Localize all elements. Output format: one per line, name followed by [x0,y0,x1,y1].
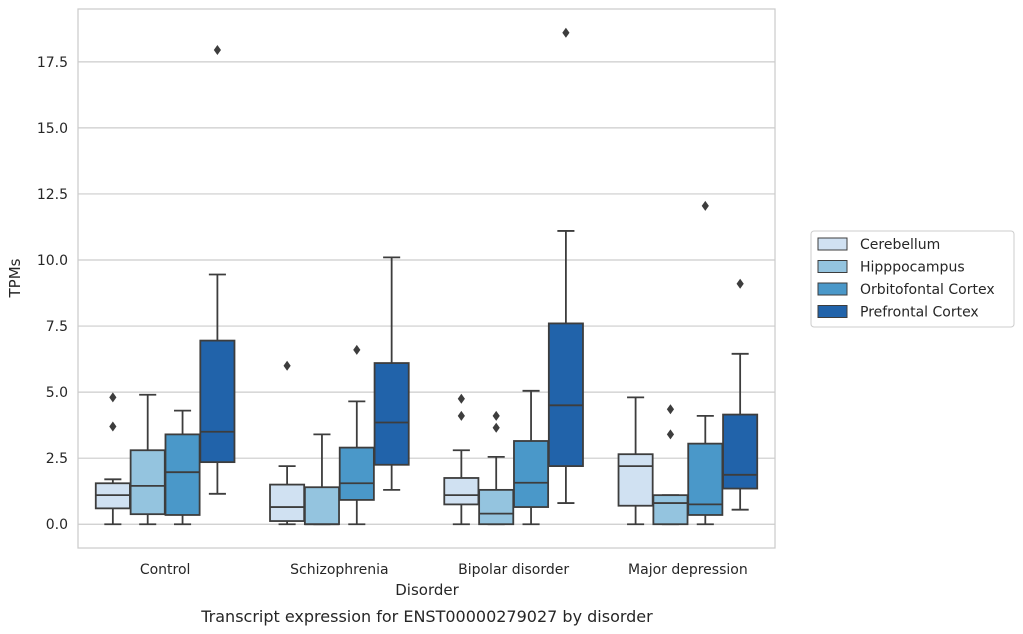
legend-swatch [817,282,848,296]
outlier-point [213,44,221,55]
y-tick-label: 0.0 [46,517,68,533]
figure-caption: Transcript expression for ENST0000027902… [200,607,653,626]
legend-label: Hipppocampus [860,260,965,276]
box [652,494,689,526]
legend-frame [810,230,1015,328]
x-tick-label: Major depression [628,562,748,578]
y-axis-label: TPMs [6,258,24,298]
box [164,433,201,516]
outlier-point [457,410,465,421]
box-group [547,27,584,504]
box-group [269,360,306,526]
box [129,449,166,516]
box-group [722,278,759,511]
outlier-point [666,429,675,440]
box [722,413,759,490]
box-series [94,27,759,526]
y-tick-label: 7.5 [46,319,68,335]
box [617,453,654,507]
box-group [443,393,480,526]
box [547,322,584,467]
box-group [303,433,340,526]
box [443,477,480,506]
outlier-point [666,404,675,415]
legend-swatch [817,237,848,251]
box-group [373,256,410,491]
y-axis-ticks: 0.0 2.5 5.0 7.5 10.0 12.5 15.0 17.5 [37,55,68,533]
box-group [652,404,689,526]
box [373,362,410,466]
y-tick-label: 12.5 [37,187,68,203]
box [199,339,236,464]
box [513,440,550,508]
outlier-point [562,27,570,38]
box-group [617,396,654,526]
outlier-point [457,393,465,404]
y-tick-label: 15.0 [37,121,68,137]
legend-label: Prefrontal Cortex [860,305,979,321]
box-group [338,344,375,526]
outlier-point [109,392,117,403]
box-group [164,409,201,526]
x-axis-label: Disorder [395,581,459,599]
box [478,488,515,526]
box [269,483,306,522]
box-group [478,410,515,526]
y-tick-label: 2.5 [46,451,68,467]
x-tick-label: Bipolar disorder [458,562,569,578]
outlier-point [109,421,117,432]
legend-label: Orbitofontal Cortex [860,282,995,298]
outlier-point [736,278,744,289]
legend: Cerebellum Hipppocampus Orbitofontal Corte… [810,230,1015,328]
legend-swatch [817,305,848,318]
y-tick-label: 10.0 [37,253,68,269]
legend-label: Cerebellum [860,237,940,253]
x-tick-label: Control [140,562,191,578]
box-group [513,389,550,526]
y-tick-label: 17.5 [37,55,68,71]
outlier-point [353,344,361,355]
plot-area-frame [77,8,776,549]
x-axis-ticks: Control Schizophrenia Bipolar disorder Majo… [140,562,748,578]
box [303,486,340,526]
box-group [129,393,166,526]
box-group [199,44,236,495]
x-tick-label: Schizophrenia [290,562,388,578]
box-group [687,200,724,526]
box [338,446,375,501]
box-group [94,392,131,526]
outlier-point [701,200,709,211]
outlier-point [492,410,500,421]
outlier-point [283,360,291,371]
outlier-point [492,422,500,433]
legend-swatch [817,260,848,273]
y-tick-label: 5.0 [46,385,68,401]
box [687,442,724,516]
